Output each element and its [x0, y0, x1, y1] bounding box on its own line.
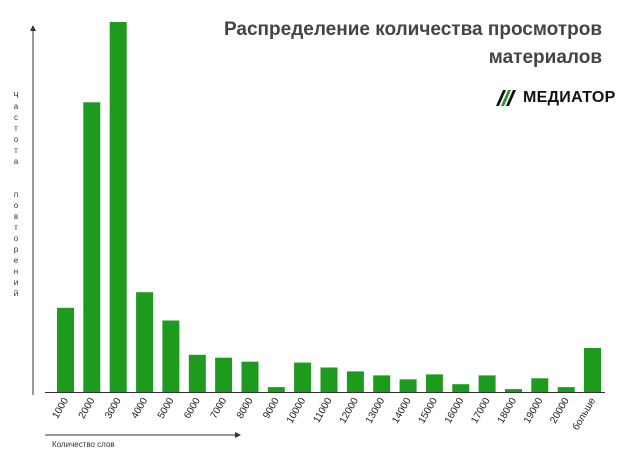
- mediator-logo: МЕДИАТОР: [496, 86, 616, 110]
- x-tick-label: 8000: [235, 396, 256, 421]
- bar-19000: [531, 378, 549, 392]
- bar-4000: [136, 292, 154, 392]
- bar-12000: [346, 371, 364, 392]
- bar-9000: [267, 387, 285, 392]
- bar-17000: [478, 375, 496, 392]
- x-tick-label: 19000: [522, 396, 546, 426]
- x-axis-label: Количество слов: [52, 440, 115, 449]
- x-tick-label: 14000: [390, 396, 414, 426]
- bar-5000: [162, 320, 180, 392]
- bar-2000: [83, 102, 101, 393]
- bar-7000: [215, 357, 233, 392]
- bar-1000: [57, 307, 74, 392]
- x-tick-label: 12000: [338, 396, 362, 426]
- tick-labels-group: 1000 2000 3000 4000 5000 6000 7000 8000 9000 1000…: [50, 395, 598, 432]
- x-tick-label: 2000: [77, 396, 98, 421]
- x-tick-label: 17000: [469, 396, 493, 426]
- x-tick-label: 18000: [496, 396, 520, 426]
- bar-6000: [188, 354, 206, 392]
- bar-8000: [241, 361, 259, 392]
- bar-16000: [452, 384, 470, 392]
- bar-14000: [399, 379, 417, 392]
- chart-title: Распределение количества просмотров мате…: [224, 19, 602, 68]
- bars-group: [57, 22, 601, 393]
- bar-3000: [109, 22, 127, 392]
- x-tick-label: больше: [570, 395, 598, 432]
- x-tick-label: 3000: [103, 396, 124, 421]
- x-tick-label: 1000: [50, 396, 71, 421]
- bar-15000: [425, 374, 443, 392]
- x-tick-label: 20000: [548, 396, 572, 426]
- x-tick-label: 11000: [312, 396, 335, 425]
- bar-11000: [320, 367, 338, 392]
- logo-text: МЕДИАТОР: [523, 89, 616, 106]
- x-tick-label: 16000: [443, 396, 467, 426]
- x-tick-label: 7000: [209, 396, 230, 421]
- bar-13000: [373, 375, 391, 392]
- x-tick-label: 5000: [156, 396, 177, 421]
- mediator-logo-icon: [496, 90, 516, 106]
- bar-18000: [505, 389, 522, 392]
- bar-больше: [584, 348, 601, 392]
- x-tick-label: 10000: [285, 396, 309, 426]
- bar-20000: [557, 387, 575, 392]
- x-tick-label: 13000: [364, 396, 388, 426]
- bar-10000: [294, 362, 312, 392]
- x-tick-label: 9000: [261, 396, 282, 421]
- x-tick-label: 6000: [182, 396, 203, 421]
- x-tick-label: 4000: [130, 396, 151, 421]
- x-tick-label: 15000: [417, 396, 441, 426]
